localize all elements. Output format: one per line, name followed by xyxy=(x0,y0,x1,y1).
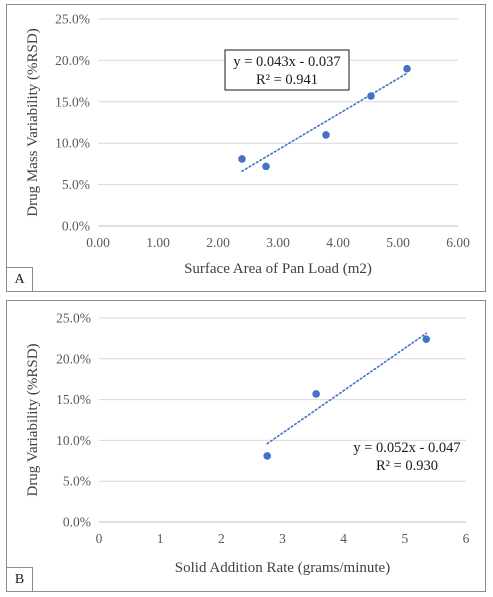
trendline-equation: y = 0.052x - 0.047 xyxy=(353,440,460,456)
x-tick-label: 4.00 xyxy=(326,235,350,250)
data-point xyxy=(367,92,375,100)
trendline-r-squared: R² = 0.941 xyxy=(256,72,318,88)
x-tick-label: 0 xyxy=(96,531,103,546)
x-tick-label: 3.00 xyxy=(266,235,290,250)
chart-panel-a: 0.0% 5.0% 10.0% 15.0% 20.0% 25.0% 0.00 1.00 2.00… xyxy=(6,4,486,292)
x-tick-label: 2.00 xyxy=(206,235,230,250)
y-tick-label: 0.0% xyxy=(63,515,91,530)
x-tick-label: 5.00 xyxy=(386,235,410,250)
y-axis-title: Drug Mass Variability (%RSD) xyxy=(25,28,41,216)
chart-panel-b: 0.0% 5.0% 10.0% 15.0% 20.0% 25.0% 0 1 2 3 4 5 6 Solid… xyxy=(6,300,486,592)
y-tick-label: 15.0% xyxy=(56,392,91,407)
trendline xyxy=(241,72,408,172)
x-tick-label: 6 xyxy=(463,531,470,546)
data-point xyxy=(422,335,431,344)
data-point xyxy=(312,390,320,398)
equation-box xyxy=(224,49,350,91)
x-tick-label: 6.00 xyxy=(446,235,470,250)
y-tick-label: 5.0% xyxy=(63,474,91,489)
y-tick-label: 25.0% xyxy=(55,12,90,27)
scatter-chart-a: 0.0% 5.0% 10.0% 15.0% 20.0% 25.0% 0.00 1.00 2.00… xyxy=(25,12,470,278)
trendline xyxy=(266,332,428,445)
y-tick-label: 10.0% xyxy=(56,433,91,448)
x-axis-title: Solid Addition Rate (grams/minute) xyxy=(175,560,390,576)
x-axis-title: Surface Area of Pan Load (m2) xyxy=(184,261,372,277)
x-tick-label: 2 xyxy=(218,531,225,546)
y-tick-label: 20.0% xyxy=(56,351,91,366)
y-tick-label: 10.0% xyxy=(55,136,90,151)
x-tick-label: 3 xyxy=(279,531,286,546)
y-axis-title: Drug Variability (%RSD) xyxy=(25,343,41,496)
x-tick-label: 0.00 xyxy=(86,235,110,250)
scatter-chart-b: 0.0% 5.0% 10.0% 15.0% 20.0% 25.0% 0 1 2 3 4 5 6 Solid… xyxy=(25,311,470,577)
panel-label-b: B xyxy=(7,567,33,591)
trendline-r-squared: R² = 0.930 xyxy=(376,458,438,474)
x-tick-label: 1.00 xyxy=(146,235,170,250)
x-tick-label: 1 xyxy=(157,531,164,546)
x-tick-label: 4 xyxy=(340,531,347,546)
data-point xyxy=(263,452,272,460)
y-tick-label: 0.0% xyxy=(62,219,90,234)
trendline-equation: y = 0.043x - 0.037 xyxy=(233,54,340,70)
x-tick-label: 5 xyxy=(401,531,408,546)
y-tick-label: 25.0% xyxy=(56,311,91,326)
data-point xyxy=(322,131,330,139)
data-point xyxy=(403,64,411,73)
data-point xyxy=(262,162,270,171)
data-point xyxy=(238,155,246,163)
y-tick-label: 15.0% xyxy=(55,94,90,109)
y-tick-label: 20.0% xyxy=(55,53,90,68)
y-tick-label: 5.0% xyxy=(62,177,90,192)
panel-label-a: A xyxy=(7,267,33,291)
